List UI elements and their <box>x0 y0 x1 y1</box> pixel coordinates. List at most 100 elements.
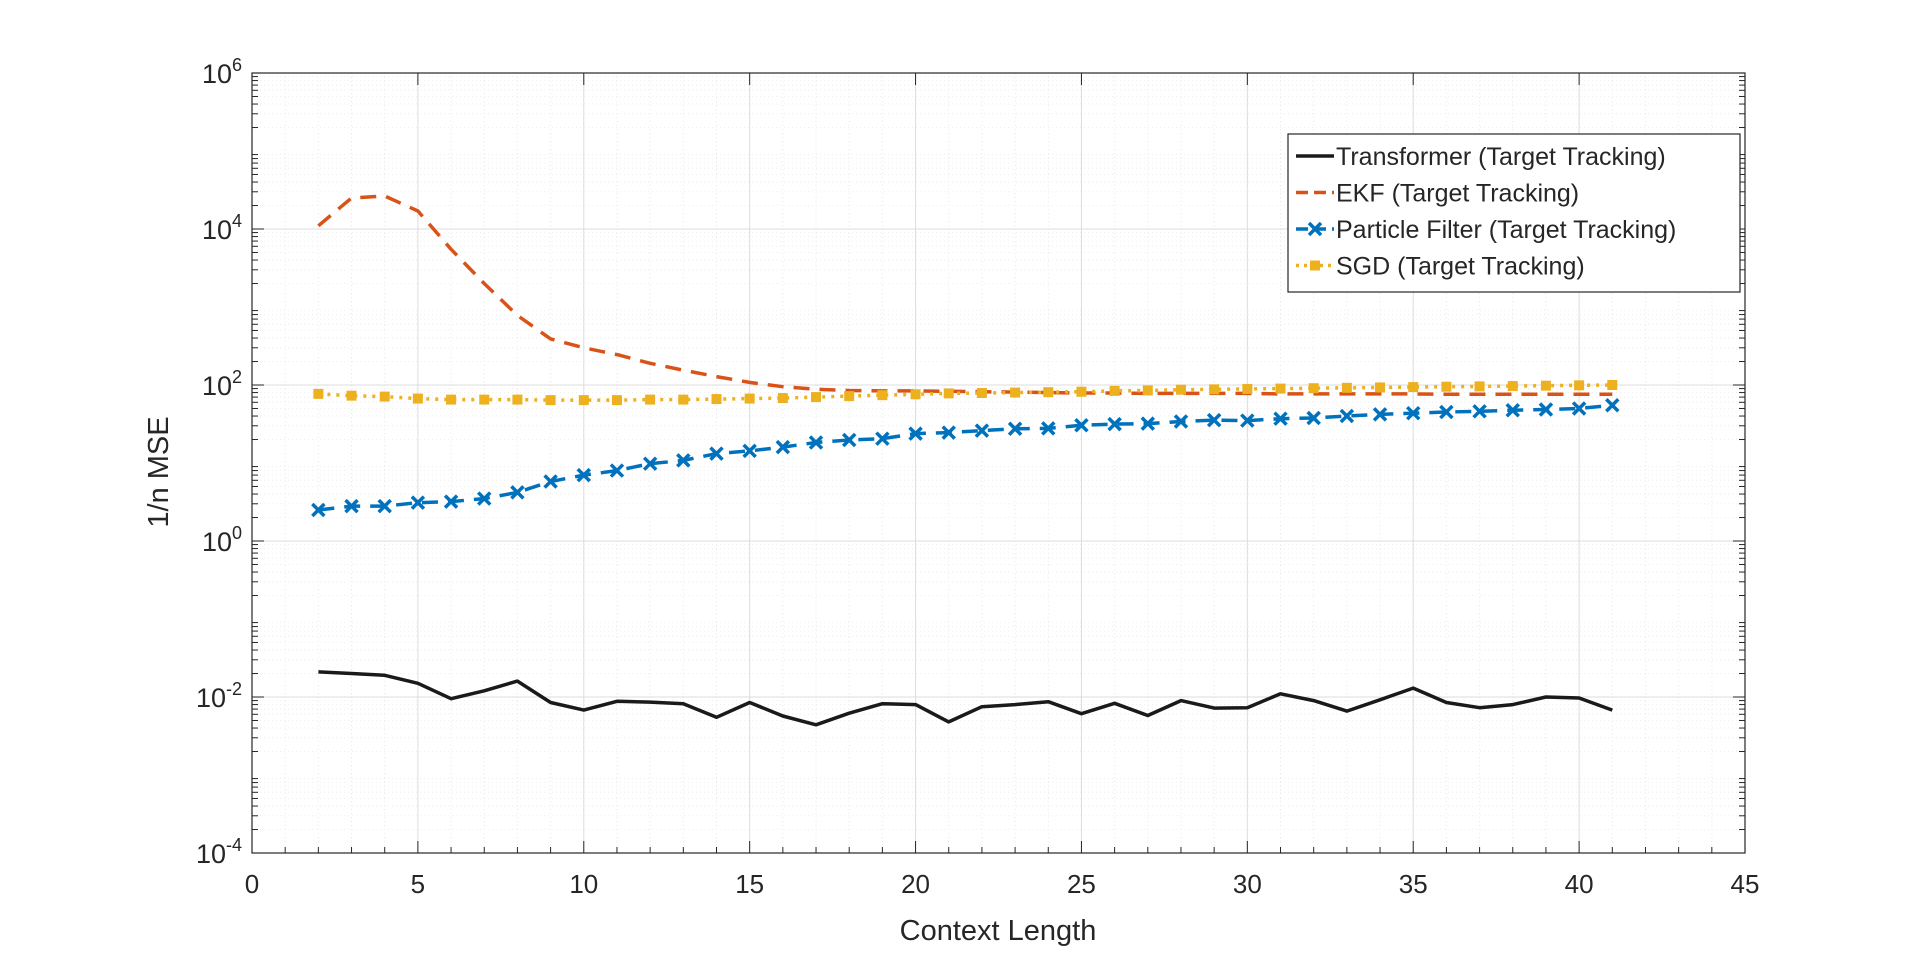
series-line <box>318 403 1613 512</box>
data-point <box>775 439 791 455</box>
x-tick-label: 0 <box>245 869 259 899</box>
data-point <box>1273 411 1288 426</box>
x-tick-label: 5 <box>411 869 425 899</box>
data-point <box>777 393 788 404</box>
data-point <box>576 467 592 483</box>
data-point <box>1275 383 1286 394</box>
data-point <box>678 394 689 405</box>
data-point <box>543 474 558 489</box>
data-point <box>1007 421 1023 436</box>
data-point <box>875 431 890 446</box>
data-point <box>676 453 691 468</box>
data-point <box>943 388 954 399</box>
plot-frame <box>251 72 1746 854</box>
data-point <box>808 435 824 450</box>
data-point <box>711 394 722 405</box>
data-point <box>1109 385 1120 396</box>
data-point <box>1405 405 1421 421</box>
data-point <box>443 494 459 509</box>
y-tick-label: 104 <box>202 211 242 245</box>
y-tick-label: 10-4 <box>196 835 242 869</box>
data-point <box>1505 402 1520 418</box>
data-point <box>976 387 987 398</box>
data-point <box>841 432 857 448</box>
legend-marker <box>1307 221 1323 237</box>
legend-box <box>1287 133 1741 293</box>
data-point <box>313 388 324 399</box>
data-point <box>1206 412 1222 428</box>
y-tick-label: 10-2 <box>196 679 242 713</box>
data-point <box>1538 402 1554 417</box>
series-line <box>317 194 1613 397</box>
axes: 0 5 10 15 20 25 30 35 40 45 10-4 10-2 100 102 104 106 <box>196 55 1760 899</box>
data-point <box>611 395 622 406</box>
data-point <box>1242 383 1253 394</box>
data-point <box>1140 416 1156 431</box>
data-point <box>1209 384 1220 395</box>
legend-item: Particle Filter (Target Tracking) <box>1296 216 1676 244</box>
data-point <box>1408 382 1419 393</box>
x-tick-label: 10 <box>569 869 598 899</box>
y-tick-label: 100 <box>202 523 242 557</box>
data-point <box>642 456 658 471</box>
data-point <box>974 423 990 438</box>
legend-item: EKF (Target Tracking) <box>1296 180 1579 208</box>
data-point <box>1441 381 1452 392</box>
data-point <box>1439 404 1454 420</box>
data-point <box>1076 386 1087 397</box>
legend: Transformer (Target Tracking) EKF (Target… <box>1287 133 1741 293</box>
data-point <box>1474 381 1485 392</box>
x-tick-label: 20 <box>901 869 930 899</box>
series-2 <box>311 398 1620 518</box>
data-point <box>709 446 724 461</box>
legend-item: SGD (Target Tracking) <box>1296 253 1585 281</box>
data-point <box>1540 380 1551 391</box>
data-point <box>479 394 490 405</box>
data-point <box>1341 382 1352 393</box>
data-point <box>412 393 423 404</box>
data-point <box>910 389 921 400</box>
data-point <box>744 393 755 404</box>
data-point <box>1142 385 1153 396</box>
y-tick-label: 102 <box>202 367 242 401</box>
legend-item: Transformer (Target Tracking) <box>1296 143 1666 171</box>
data-point <box>877 390 888 401</box>
data-point <box>1107 416 1122 432</box>
series-1 <box>317 194 1613 397</box>
data-point <box>1074 417 1089 433</box>
data-point <box>510 485 525 500</box>
data-point <box>446 394 457 405</box>
data-point <box>1043 387 1054 398</box>
series-layer <box>311 194 1620 727</box>
data-point <box>609 463 625 478</box>
legend-label: EKF (Target Tracking) <box>1336 180 1579 208</box>
data-point <box>477 491 492 506</box>
data-point <box>1574 380 1585 391</box>
data-point <box>1306 410 1321 426</box>
data-point <box>545 395 556 406</box>
series-3 <box>313 380 1618 406</box>
data-point <box>1375 382 1386 393</box>
x-tick-label: 15 <box>735 869 764 899</box>
series-line <box>318 670 1613 727</box>
series-0 <box>318 670 1613 727</box>
y-axis-label: 1/n MSE <box>143 416 175 527</box>
data-point <box>1571 401 1587 416</box>
y-tick-label: 106 <box>202 55 242 89</box>
data-point <box>1041 421 1056 436</box>
data-point <box>512 394 523 405</box>
data-point <box>1010 387 1021 398</box>
data-point <box>645 394 656 405</box>
data-point <box>1240 413 1255 428</box>
legend-marker <box>1310 260 1320 271</box>
x-tick-label: 45 <box>1731 869 1760 899</box>
legend-label: Transformer (Target Tracking) <box>1336 143 1666 171</box>
x-tick-label: 35 <box>1399 869 1428 899</box>
data-point <box>811 392 822 403</box>
data-point <box>1372 407 1388 422</box>
data-point <box>1605 398 1620 413</box>
data-point <box>1607 380 1618 390</box>
data-point <box>742 443 757 459</box>
data-point <box>1308 383 1319 394</box>
